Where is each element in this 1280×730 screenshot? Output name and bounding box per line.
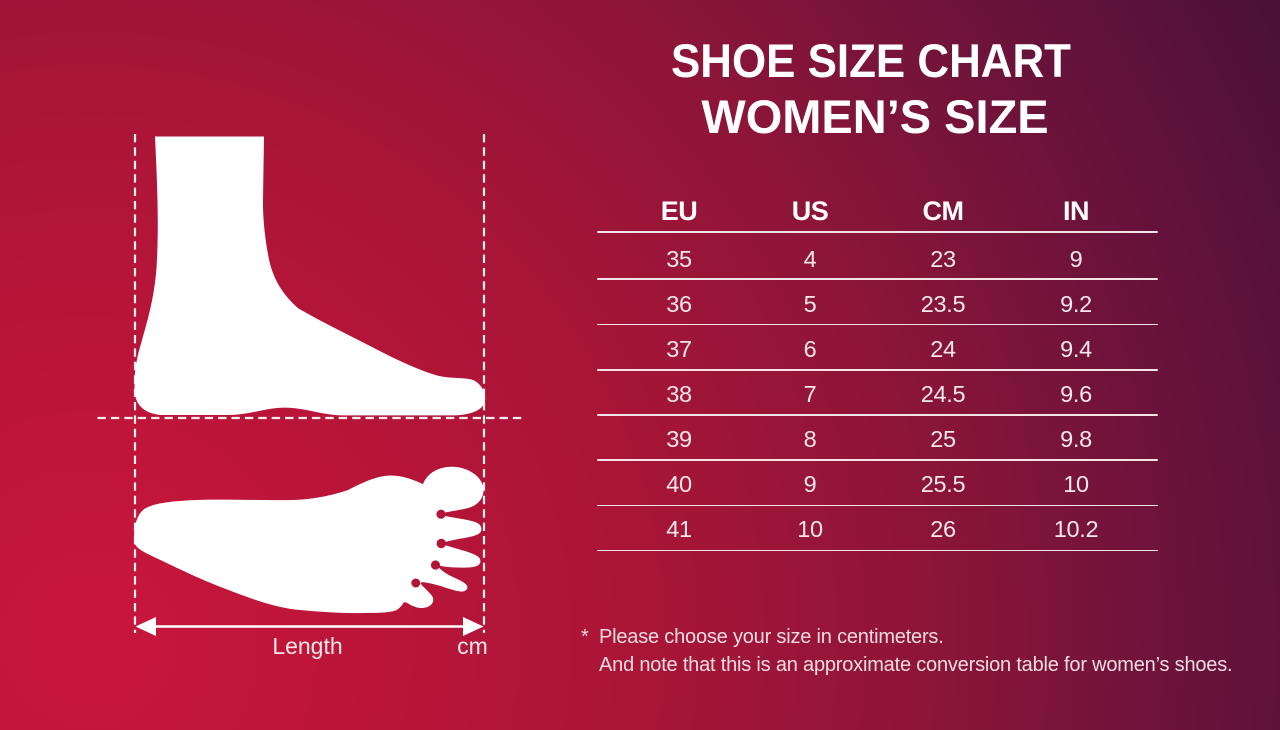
- svg-text:Length: Length: [272, 633, 342, 659]
- svg-text:cm: cm: [457, 633, 488, 659]
